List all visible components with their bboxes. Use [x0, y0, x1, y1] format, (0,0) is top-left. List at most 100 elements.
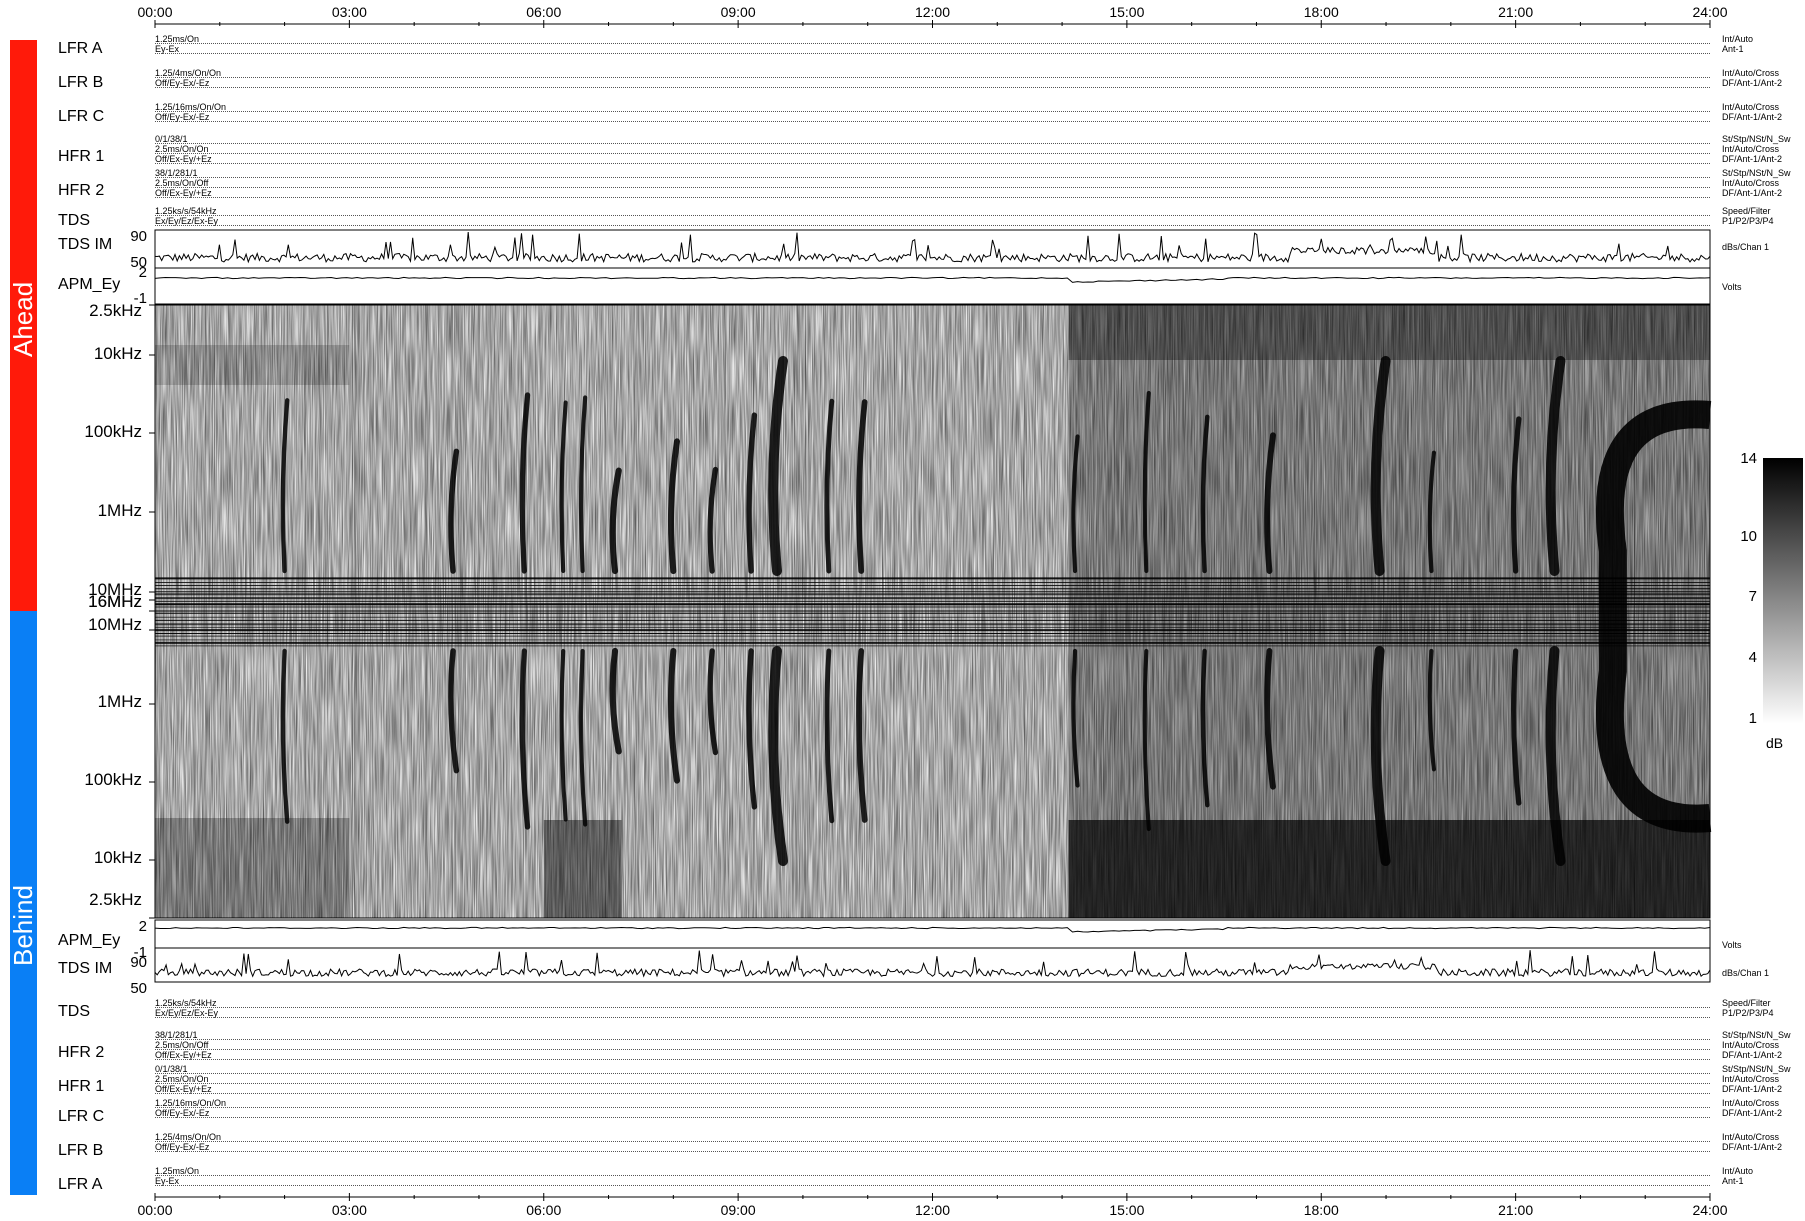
- ahead-row-dotted-line: [155, 163, 1710, 164]
- ahead-row-name: HFR 2: [58, 182, 105, 199]
- type-iii-burst-ahead: [746, 412, 758, 574]
- top-time-tick-label: 12:00: [914, 4, 951, 20]
- colorbar-tick-label: 10: [1740, 528, 1757, 545]
- behind-tds-im-ytick-top: 90: [130, 954, 147, 971]
- behind-row-name: HFR 1: [58, 1078, 105, 1095]
- behind-frequency-tick-label: 100kHz: [84, 770, 142, 789]
- behind-row-mode: St/Stp/NSt/N_Sw: [1722, 1064, 1791, 1074]
- behind-row-dotted-line: [155, 1017, 1710, 1018]
- behind-apm-ytick-top: 2: [138, 918, 147, 935]
- behind-row-dotted-line: [155, 1083, 1710, 1084]
- type-iii-burst-behind: [1264, 648, 1276, 790]
- ahead-row-name: HFR 1: [58, 148, 105, 165]
- behind-tds-im-trace: [154, 950, 1711, 978]
- type-iii-burst-behind: [667, 647, 681, 784]
- behind-row-setting: Ey-Ex: [155, 1176, 180, 1186]
- ahead-row-mode: DF/Ant-1/Ant-2: [1722, 78, 1783, 88]
- behind-row-mode: DF/Ant-1/Ant-2: [1722, 1084, 1783, 1094]
- ahead-row-mode: Ant-1: [1722, 44, 1744, 54]
- ahead-row-dotted-line: [155, 215, 1710, 216]
- behind-row-dotted-line: [155, 1093, 1710, 1094]
- behind-frequency-tick-label: 2.5kHz: [89, 890, 142, 909]
- behind-apm-panel: [154, 919, 1711, 949]
- ahead-row-mode: Speed/Filter: [1722, 206, 1771, 216]
- behind-row-dotted-line: [155, 1185, 1710, 1186]
- ahead-row-name: LFR C: [58, 108, 105, 125]
- ahead-row-setting: 1.25/4ms/On/On: [155, 68, 222, 78]
- ahead-row-dotted-line: [155, 187, 1710, 188]
- type-iii-burst-ahead: [1200, 414, 1210, 574]
- ahead-tds-im-panel: [154, 229, 1711, 269]
- type-iii-burst-ahead: [768, 356, 788, 576]
- ahead-row-mode: Int/Auto: [1722, 34, 1754, 44]
- ahead-row-dotted-line: [155, 111, 1710, 112]
- top-time-tick-label: 06:00: [526, 4, 562, 20]
- colorbar-unit: dB: [1766, 735, 1784, 751]
- behind-frequency-tick-label: 1MHz: [97, 692, 142, 711]
- ahead-row-setting: 1.25/16ms/On/On: [155, 102, 227, 112]
- spectrogram-texture: [155, 305, 1710, 918]
- behind-row-mode: DF/Ant-1/Ant-2: [1722, 1142, 1783, 1152]
- behind-row-name: TDS: [58, 1003, 90, 1020]
- type-iii-burst-behind: [1142, 648, 1151, 832]
- type-iii-burst-behind: [1427, 648, 1437, 772]
- behind-row-setting: 1.25ms/On: [155, 1166, 200, 1176]
- ahead-apm-trace: [154, 276, 1711, 283]
- ahead-row-setting: Off/Ey-Ex/-Ez: [155, 78, 210, 88]
- behind-row-setting: 38/1/281/1: [155, 1030, 198, 1040]
- type-iii-burst-behind: [824, 648, 835, 824]
- type-iii-burst-behind: [559, 648, 568, 822]
- top-time-tick-label: 21:00: [1498, 4, 1534, 20]
- ahead-row-mode: Int/Auto/Cross: [1722, 178, 1780, 188]
- ahead-row-dotted-line: [155, 77, 1710, 78]
- ahead-section-bar: Ahead: [8, 40, 38, 611]
- behind-row-dotted-line: [155, 1039, 1710, 1040]
- type-iii-burst-ahead: [1545, 356, 1566, 576]
- type-iii-burst-ahead: [448, 448, 460, 574]
- ahead-row-dotted-line: [155, 225, 1710, 226]
- ahead-tds-im-unit: dBs/Chan 1: [1722, 242, 1770, 252]
- behind-row-mode: St/Stp/NSt/N_Sw: [1722, 1030, 1791, 1040]
- type-iii-burst-ahead: [1370, 356, 1391, 576]
- bottom-time-tick-label: 09:00: [720, 1202, 756, 1218]
- behind-row-dotted-line: [155, 1141, 1710, 1142]
- type-iii-burst-ahead: [1264, 432, 1276, 574]
- ahead-row-setting: Off/Ey-Ex/-Ez: [155, 112, 210, 122]
- ahead-row-setting: 0/1/38/1: [155, 134, 188, 144]
- type-iii-burst-ahead: [1427, 450, 1437, 574]
- ahead-frequency-tick-label: 10MHz: [88, 580, 142, 599]
- ahead-tds-im-trace: [154, 232, 1711, 264]
- colorbar-tick-label: 14: [1740, 450, 1757, 467]
- behind-row-dotted-line: [155, 1007, 1710, 1008]
- ahead-row-setting: 38/1/281/1: [155, 168, 198, 178]
- bottom-time-tick-label: 18:00: [1303, 1202, 1339, 1218]
- type-iii-burst-behind: [707, 648, 719, 756]
- behind-row-name: LFR B: [58, 1142, 104, 1159]
- type-iii-burst-ahead: [578, 395, 588, 574]
- behind-row-name: HFR 2: [58, 1044, 105, 1061]
- ahead-row-dotted-line: [155, 143, 1710, 144]
- ahead-row-setting: 2.5ms/On/On: [155, 144, 209, 154]
- ahead-row-dotted-line: [155, 121, 1710, 122]
- ahead-apm-panel: [154, 267, 1711, 305]
- ahead-apm-ytick-bottom: -1: [133, 290, 147, 307]
- ahead-frequency-tick-label: 100kHz: [84, 422, 142, 441]
- ahead-row-setting: 1.25ks/s/54kHz: [155, 206, 217, 216]
- behind-frequency-tick-label: 10MHz: [88, 615, 142, 634]
- bottom-time-tick-label: 03:00: [331, 1202, 367, 1218]
- behind-row-dotted-line: [155, 1049, 1710, 1050]
- ahead-row-setting: 1.25ms/On: [155, 34, 200, 44]
- colorbar-tick-label: 1: [1748, 710, 1757, 727]
- type-iii-burst-ahead: [609, 467, 622, 575]
- ahead-tds-im-ytick-bottom: 50: [130, 254, 147, 271]
- ahead-row-setting: Off/Ex-Ey/+Ez: [155, 154, 212, 164]
- ahead-row-mode: St/Stp/NSt/N_Sw: [1722, 134, 1791, 144]
- type-iii-burst-behind: [578, 648, 588, 827]
- ahead-row-mode: DF/Ant-1/Ant-2: [1722, 112, 1783, 122]
- early-activity-bottom: [155, 818, 350, 918]
- ahead-row-dotted-line: [155, 53, 1710, 54]
- ahead-frequency-tick-label: 1MHz: [97, 501, 142, 520]
- colorbar-tick-label: 7: [1748, 588, 1757, 605]
- type-iii-burst-behind: [1071, 648, 1080, 788]
- type-iii-burst-ahead: [856, 399, 868, 574]
